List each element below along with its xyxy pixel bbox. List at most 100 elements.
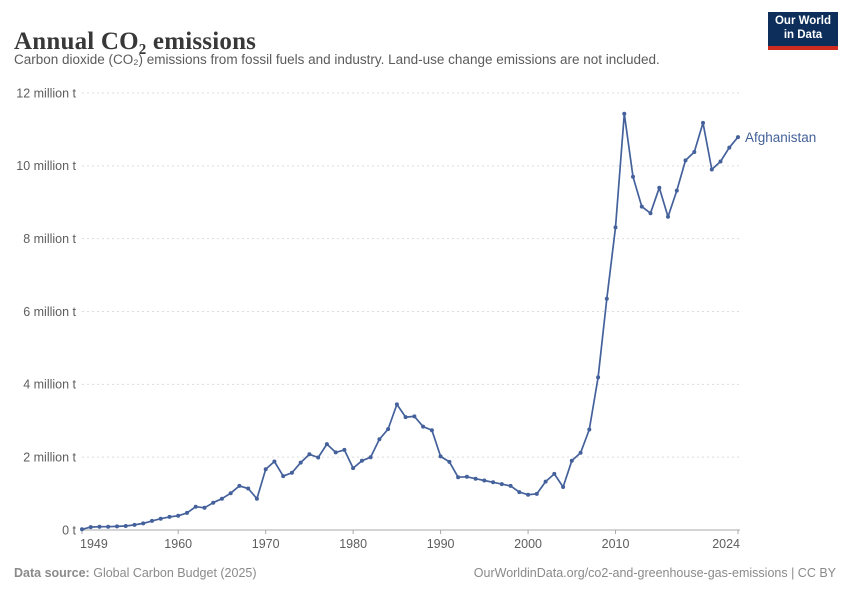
footer-source-label: Data source: <box>14 566 90 580</box>
y-axis-label: 2 million t <box>23 451 76 465</box>
data-point-marker <box>394 402 399 407</box>
data-point-marker <box>342 447 347 452</box>
data-point-marker <box>473 476 478 481</box>
data-point-marker <box>727 145 732 150</box>
data-point-marker <box>613 225 618 230</box>
data-point-marker <box>237 483 242 488</box>
data-point-marker <box>386 427 391 432</box>
data-point-marker <box>289 470 294 475</box>
data-point-marker <box>298 460 303 465</box>
data-point-marker <box>639 204 644 209</box>
data-point-marker <box>254 496 259 501</box>
data-point-marker <box>377 437 382 442</box>
data-point-marker <box>158 516 163 521</box>
data-point-marker <box>246 486 251 491</box>
data-point-marker <box>316 455 321 460</box>
data-point-marker <box>674 188 679 193</box>
data-point-marker <box>219 496 224 501</box>
data-point-marker <box>123 524 128 528</box>
data-point-marker <box>368 455 373 460</box>
owid-logo[interactable]: Our World in Data <box>768 12 838 50</box>
data-point-marker <box>88 525 93 530</box>
x-axis-label: 1949 <box>80 537 108 551</box>
data-point-marker <box>272 459 277 464</box>
data-point-marker <box>631 174 635 179</box>
x-axis-label: 2010 <box>602 537 630 551</box>
data-point-marker <box>97 524 102 529</box>
x-axis-label: 2000 <box>514 537 542 551</box>
data-point-marker <box>324 442 329 447</box>
x-axis-label: 1980 <box>339 537 367 551</box>
data-point-marker <box>176 513 181 518</box>
x-axis-label: 2024 <box>712 537 740 551</box>
footer-source-value: Global Carbon Budget (2025) <box>93 566 257 580</box>
data-point-marker <box>683 158 688 163</box>
data-point-marker <box>604 296 609 301</box>
data-point-marker <box>543 479 548 484</box>
data-point-marker <box>211 500 216 505</box>
data-point-marker <box>141 521 146 526</box>
data-point-marker <box>115 524 119 529</box>
data-point-marker <box>657 185 662 190</box>
data-point-marker <box>106 524 111 529</box>
data-point-marker <box>80 527 84 532</box>
data-point-marker <box>263 467 268 472</box>
data-point-marker <box>517 490 522 495</box>
data-point-marker <box>736 135 740 140</box>
data-point-marker <box>228 491 233 496</box>
data-point-marker <box>534 491 539 496</box>
data-point-marker <box>307 452 312 457</box>
data-point-marker <box>438 454 443 459</box>
y-axis-label: 4 million t <box>23 378 76 392</box>
data-point-marker <box>359 458 364 463</box>
data-point-marker <box>351 466 356 471</box>
x-axis-label: 1970 <box>252 537 280 551</box>
data-point-marker <box>429 428 434 433</box>
data-point-marker <box>403 415 408 420</box>
x-axis-label: 1990 <box>427 537 455 551</box>
y-axis-label: 0 t <box>62 523 76 537</box>
y-axis-label: 12 million t <box>16 86 76 100</box>
page-title: Annual CO₂ emissions <box>14 27 257 55</box>
footer-source: Data source: Global Carbon Budget (2025) <box>14 566 257 580</box>
data-point-marker <box>202 505 207 510</box>
footer-license[interactable]: OurWorldinData.org/co2-and-greenhouse-ga… <box>474 566 836 580</box>
page-subtitle: Carbon dioxide (CO₂) emissions from foss… <box>14 52 660 67</box>
data-point-marker <box>132 522 137 527</box>
y-axis-label: 10 million t <box>16 159 76 173</box>
data-point-marker <box>167 514 172 519</box>
data-point-marker <box>193 504 198 509</box>
data-point-marker <box>281 474 286 479</box>
data-point-marker <box>421 424 426 429</box>
data-point-marker <box>552 471 557 476</box>
data-point-marker <box>701 120 705 125</box>
footer-license-link[interactable]: OurWorldinData.org/co2-and-greenhouse-ga… <box>473 566 836 580</box>
data-point-marker <box>185 510 189 515</box>
data-point-marker <box>447 459 452 464</box>
data-point-marker <box>692 150 697 154</box>
series-label-afghanistan[interactable]: Afghanistan <box>745 130 816 145</box>
data-point-marker <box>333 450 338 455</box>
data-point-marker <box>526 492 531 497</box>
data-point-marker <box>569 458 574 463</box>
logo-text-line1: Our World <box>774 15 831 28</box>
data-point-marker <box>709 167 714 172</box>
data-point-marker <box>456 475 461 480</box>
data-point-marker <box>499 482 504 487</box>
data-point-marker <box>482 478 487 483</box>
data-point-marker <box>508 483 513 488</box>
data-point-marker <box>666 214 670 219</box>
data-point-marker <box>150 518 154 523</box>
data-point-marker <box>718 159 723 164</box>
data-point-marker <box>412 414 417 419</box>
x-axis-label: 1960 <box>164 537 192 551</box>
logo-text-line2: in Data <box>783 29 823 41</box>
data-point-marker <box>596 375 601 380</box>
data-point-marker <box>648 211 653 216</box>
series-line <box>81 112 739 531</box>
y-axis-label: 6 million t <box>23 305 76 319</box>
data-point-marker <box>622 111 627 116</box>
data-point-marker <box>561 485 566 489</box>
data-point-marker <box>464 474 469 479</box>
